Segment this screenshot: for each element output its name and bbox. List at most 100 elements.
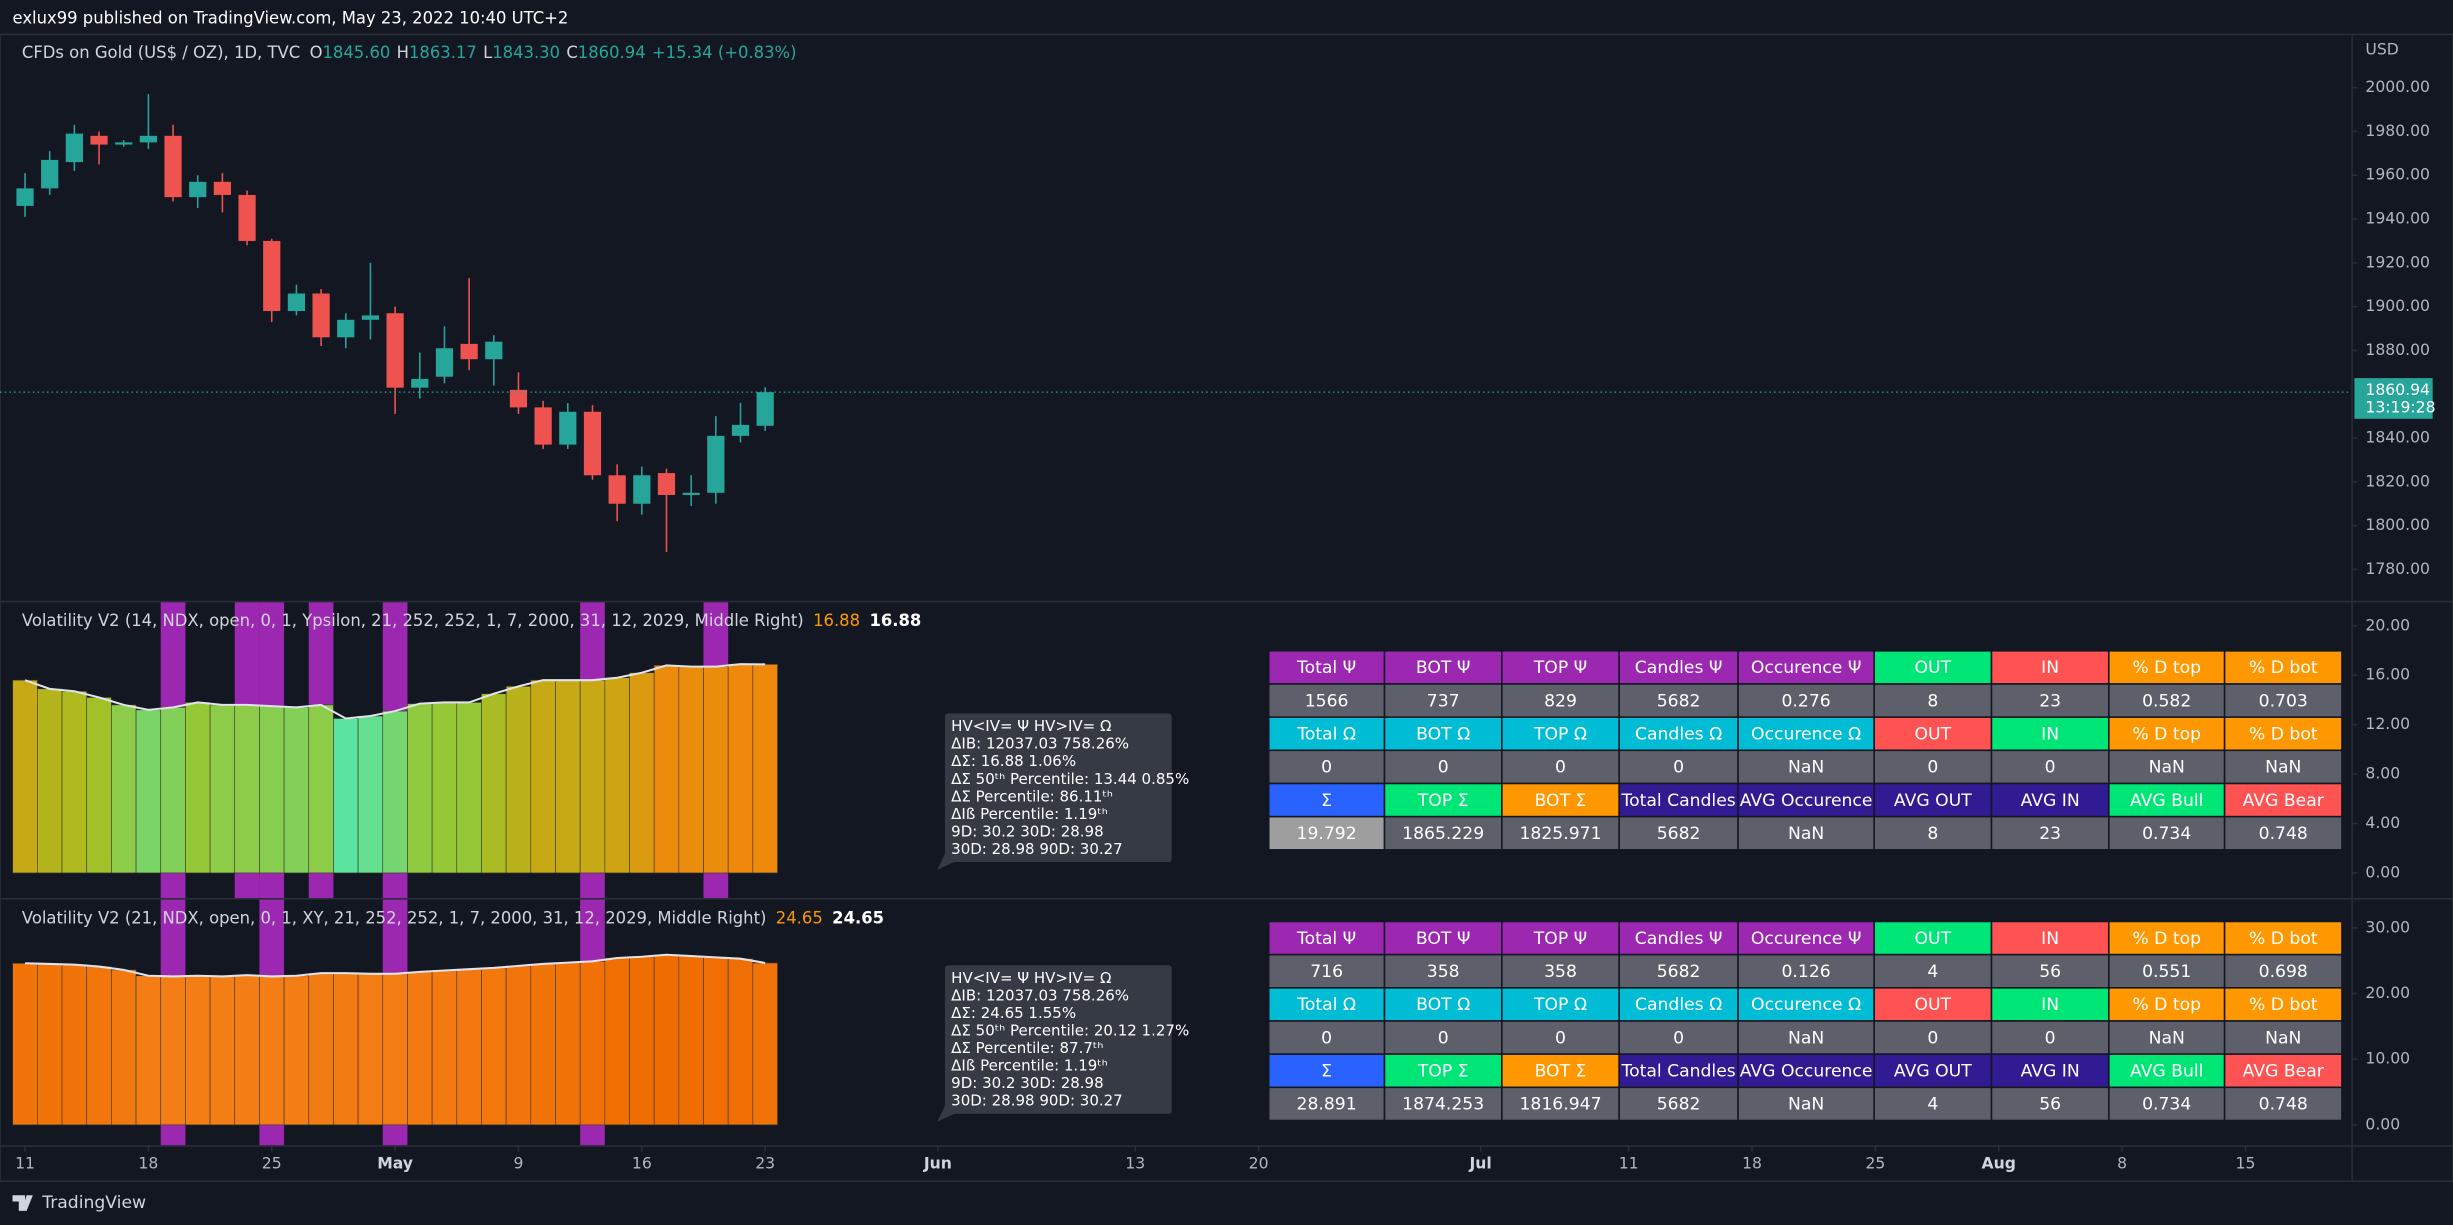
- candle-body: [263, 240, 281, 312]
- table-cell-text: OUT: [1915, 658, 1952, 678]
- table-cell: [2108, 987, 2226, 1022]
- tooltip-line: ΔIB: 12037.03 758.26%: [951, 987, 1129, 1005]
- volatility-bar: [234, 974, 260, 1126]
- volatility-bar: [579, 961, 606, 1126]
- chart-frame: [0, 33, 2453, 1182]
- candle-body: [287, 293, 306, 312]
- table-cell: [1383, 815, 1503, 851]
- table-cell-text: % D bot: [2249, 658, 2318, 678]
- table-cell-text: Candles Ψ: [1635, 929, 1723, 949]
- table-cell: [2108, 815, 2226, 851]
- candle-body: [90, 135, 108, 145]
- tooltip-line: 9D: 30.2 30D: 28.98: [951, 1074, 1103, 1092]
- candle-body: [731, 424, 750, 436]
- volatility-bar: [37, 963, 63, 1126]
- table-cell-text: AVG Occurence: [1740, 1062, 1873, 1082]
- table-cell: [1737, 650, 1875, 685]
- volatility-bar: [86, 697, 112, 874]
- y-tick-label: 1880.00: [2365, 340, 2430, 359]
- table-cell-text: AVG Bear: [2243, 1062, 2325, 1082]
- candle-body: [139, 135, 157, 143]
- volatility-bar: [604, 677, 630, 874]
- table-cell-text: 716: [1310, 962, 1343, 982]
- table-cell: [1267, 1086, 1386, 1122]
- tooltip-line: ΔIß Percentile: 1.19ᵗʰ: [951, 805, 1108, 823]
- countdown: 13:19:28: [2365, 397, 2435, 416]
- volatility-bar: [407, 971, 433, 1126]
- table-cell-text: Σ: [1321, 791, 1332, 811]
- table-cell-text: 5682: [1657, 962, 1701, 982]
- table-cell: [1501, 782, 1620, 818]
- volatility-bar: [727, 663, 754, 874]
- table-cell-text: OUT: [1915, 995, 1952, 1015]
- tooltip-line: ΔΣ 50ᵗʰ Percentile: 20.12 1.27%: [951, 1022, 1189, 1040]
- table-cell-text: AVG Bull: [2130, 791, 2203, 811]
- volatility-bar: [727, 958, 754, 1126]
- table-cell-text: % D bot: [2249, 995, 2318, 1015]
- table-cell-text: 0: [1673, 758, 1684, 778]
- table-cell-text: 23: [2039, 691, 2061, 711]
- table-cell-text: 0.748: [2259, 824, 2308, 844]
- table-cell: [1618, 953, 1739, 989]
- tooltip-line: ΔIß Percentile: 1.19ᵗʰ: [951, 1057, 1108, 1075]
- candle-body: [559, 411, 577, 445]
- footer-logo: [12, 1195, 33, 1211]
- volatility-bar: [308, 704, 334, 874]
- table-cell-text: BOT Σ: [1535, 791, 1587, 811]
- table-cell-text: 56: [2039, 962, 2061, 982]
- table-cell-text: 0: [2045, 1028, 2056, 1048]
- volatility-bar: [357, 973, 384, 1126]
- y-tick-label: 12.00: [2365, 714, 2410, 733]
- table-cell: [1873, 716, 1993, 752]
- volatility-bar: [37, 688, 63, 874]
- volatility-bar: [555, 962, 581, 1126]
- table-cell: [1267, 987, 1386, 1022]
- table-cell: [2223, 987, 2343, 1022]
- table-cell: [1990, 953, 2110, 989]
- table-cell-text: NaN: [1788, 1095, 1824, 1115]
- table-cell: [1737, 1086, 1875, 1122]
- table-cell-text: 4: [1927, 1095, 1938, 1115]
- table-cell: [2108, 716, 2226, 752]
- y-tick-label: 30.00: [2365, 917, 2410, 936]
- table-cell: [1990, 1086, 2110, 1122]
- table-cell-text: AVG IN: [2021, 791, 2080, 811]
- tooltip-line: ΔΣ: 16.88 1.06%: [951, 752, 1076, 770]
- table-cell-text: 0: [1438, 1028, 1449, 1048]
- table-cell-text: NaN: [1788, 1028, 1824, 1048]
- candle-body: [213, 181, 232, 195]
- table-cell-text: TOP Ψ: [1533, 658, 1587, 678]
- volatility-bar: [604, 957, 630, 1126]
- table-cell: [2108, 953, 2226, 989]
- tooltip-line: HV<IV= Ψ HV>IV= Ω: [951, 969, 1111, 987]
- y-tick-label: 1940.00: [2365, 209, 2430, 228]
- table-cell-text: AVG IN: [2021, 1062, 2080, 1082]
- y-tick-label: 20.00: [2365, 983, 2410, 1002]
- table-cell: [1618, 815, 1739, 851]
- indicator-value: 24.65: [776, 908, 823, 927]
- table-cell: [2223, 716, 2343, 752]
- y-tick-label: 1920.00: [2365, 252, 2430, 271]
- x-tick-label: 20: [1249, 1153, 1269, 1172]
- publisher: exlux99 published on TradingView.com, Ma…: [13, 8, 569, 27]
- volatility-bar: [259, 976, 285, 1126]
- table-cell-text: TOP Σ: [1417, 1062, 1469, 1082]
- volatility-bar: [653, 665, 680, 874]
- candle-body: [164, 135, 182, 198]
- volatility-bar: [530, 963, 556, 1126]
- volatility-bar: [456, 702, 482, 874]
- volatility-bar: [259, 705, 285, 874]
- table-cell-text: Candles Ω: [1635, 995, 1722, 1015]
- table-cell-text: 8: [1927, 824, 1938, 844]
- table-cell-text: 737: [1427, 691, 1460, 711]
- table-cell: [2108, 1020, 2226, 1055]
- table-cell: [1737, 1053, 1875, 1089]
- table-cell: [1618, 1053, 1739, 1089]
- volatility-bar: [333, 972, 359, 1126]
- volatility-bar: [431, 702, 458, 874]
- table-cell-text: 829: [1544, 691, 1577, 711]
- legend-key: O: [310, 43, 323, 62]
- table-cell-text: 5682: [1657, 824, 1701, 844]
- table-cell-text: Total Ω: [1296, 995, 1356, 1015]
